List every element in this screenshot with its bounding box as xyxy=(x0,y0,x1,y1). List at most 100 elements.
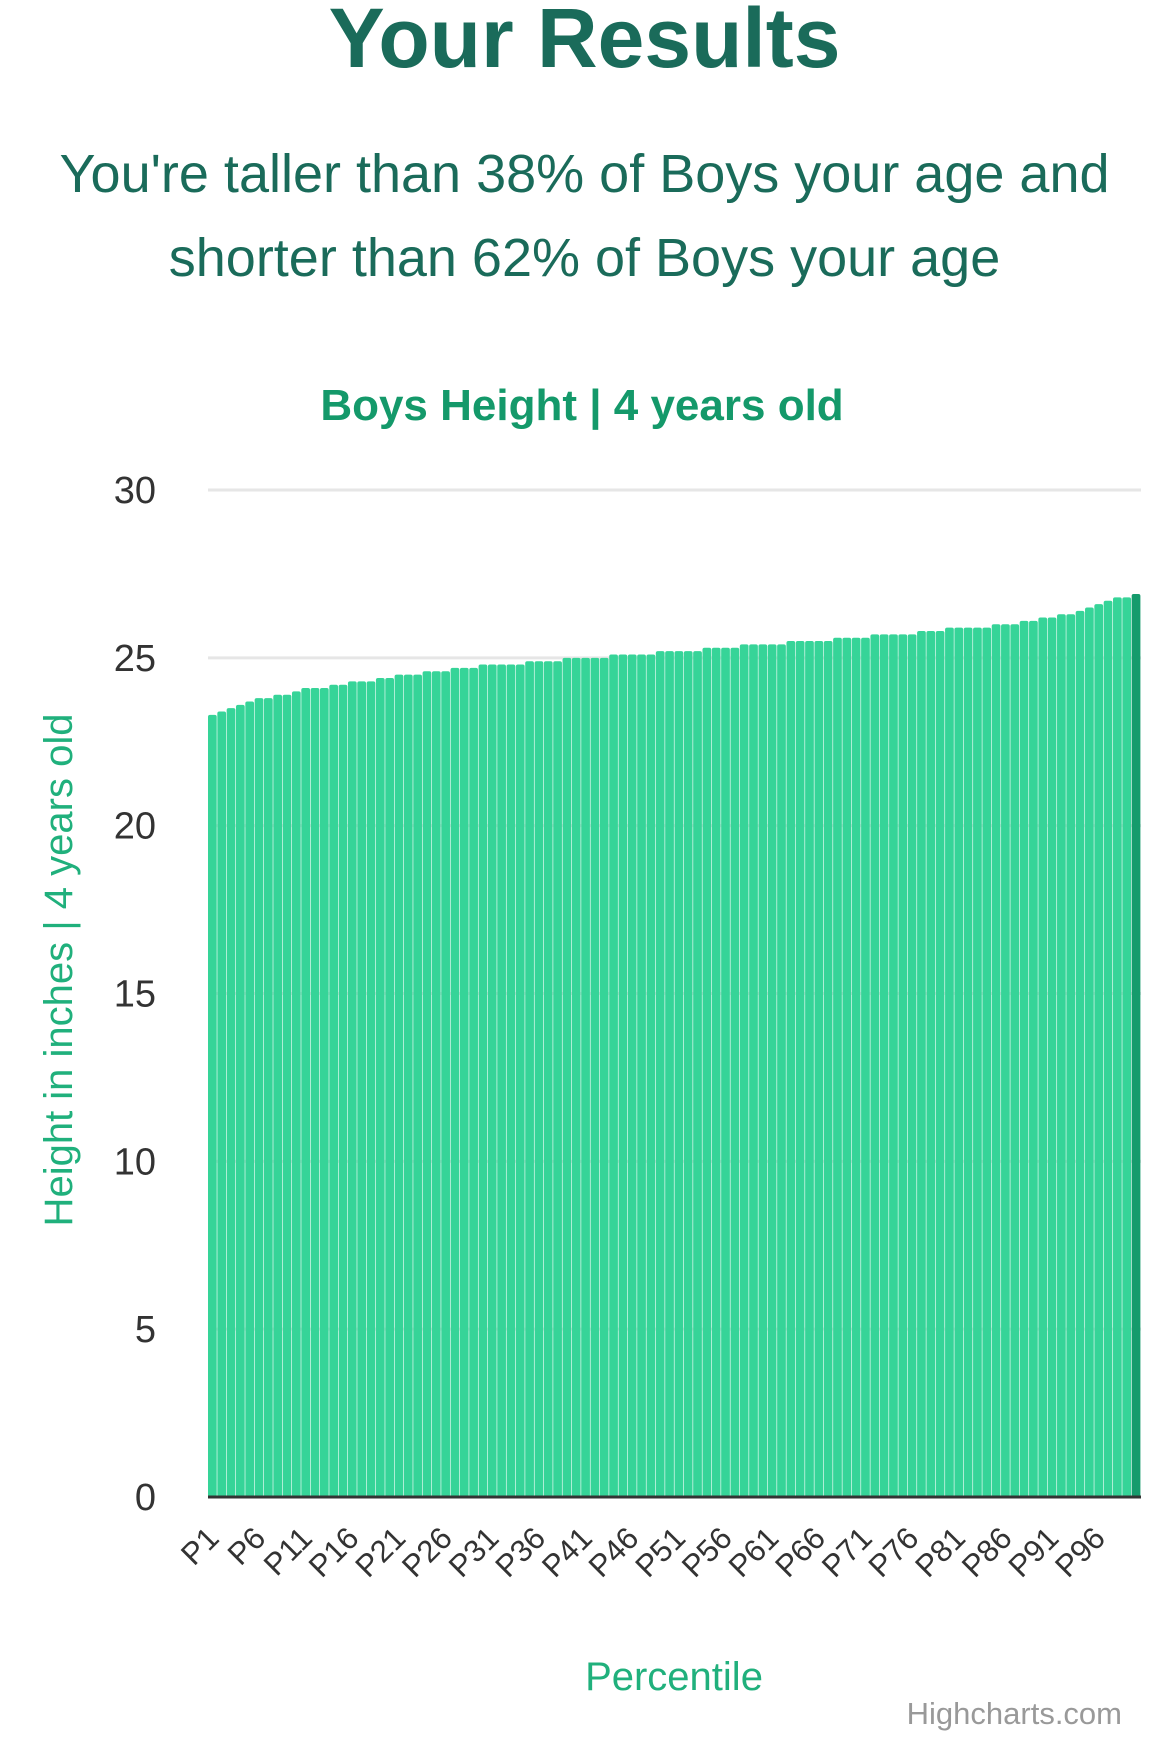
bar-p8[interactable] xyxy=(273,694,283,1497)
bar-p96[interactable] xyxy=(1094,604,1104,1497)
bar-p100[interactable] xyxy=(1131,594,1141,1497)
bar-p91[interactable] xyxy=(1047,617,1057,1497)
bar-p35[interactable] xyxy=(525,661,534,1497)
bar-p41[interactable] xyxy=(581,657,590,1497)
bar-p92[interactable] xyxy=(1057,614,1066,1497)
bar-p78[interactable] xyxy=(926,630,936,1497)
bar-p14[interactable] xyxy=(329,684,339,1497)
bar-p76[interactable] xyxy=(907,634,917,1497)
bar-p87[interactable] xyxy=(1010,624,1020,1497)
bar-p43[interactable] xyxy=(599,657,609,1497)
bar-p6[interactable] xyxy=(254,698,264,1497)
bar-p59[interactable] xyxy=(749,644,758,1497)
bar-p54[interactable] xyxy=(702,647,712,1497)
bar-p18[interactable] xyxy=(366,681,376,1497)
bar-p80[interactable] xyxy=(945,627,954,1497)
highcharts-credits[interactable]: Highcharts.com xyxy=(907,1696,1122,1731)
bar-p94[interactable] xyxy=(1075,610,1085,1497)
bar-p44[interactable] xyxy=(609,654,618,1497)
bar-p47[interactable] xyxy=(637,654,646,1497)
bar-p46[interactable] xyxy=(627,654,637,1497)
bar-p97[interactable] xyxy=(1103,600,1113,1497)
bar-p81[interactable] xyxy=(954,627,964,1497)
bar-p7[interactable] xyxy=(263,698,273,1497)
bar-p57[interactable] xyxy=(730,647,740,1497)
bar-p73[interactable] xyxy=(879,634,889,1497)
bar-p3[interactable] xyxy=(226,708,236,1497)
bar-p90[interactable] xyxy=(1038,617,1048,1497)
bar-p83[interactable] xyxy=(973,627,982,1497)
bar-p49[interactable] xyxy=(655,651,665,1497)
bar-p84[interactable] xyxy=(982,627,992,1497)
bar-p86[interactable] xyxy=(1001,624,1010,1497)
bar-p75[interactable] xyxy=(898,634,908,1497)
bar-p79[interactable] xyxy=(935,630,945,1497)
bar-p34[interactable] xyxy=(515,664,525,1497)
bar-p12[interactable] xyxy=(310,688,320,1497)
bar-p20[interactable] xyxy=(385,677,394,1497)
bar-p65[interactable] xyxy=(805,641,814,1497)
bar-p69[interactable] xyxy=(842,637,852,1497)
bar-p17[interactable] xyxy=(357,681,367,1497)
bar-p88[interactable] xyxy=(1019,620,1029,1497)
bar-p23[interactable] xyxy=(413,674,422,1497)
bar-p63[interactable] xyxy=(786,641,796,1497)
bar-p55[interactable] xyxy=(711,647,721,1497)
bar-p10[interactable] xyxy=(291,691,301,1497)
bar-p27[interactable] xyxy=(450,667,460,1497)
bar-p1[interactable] xyxy=(208,714,217,1497)
bar-p61[interactable] xyxy=(767,644,777,1497)
bar-p40[interactable] xyxy=(571,657,581,1497)
bar-p82[interactable] xyxy=(963,627,973,1497)
bar-p24[interactable] xyxy=(422,671,432,1497)
bar-p25[interactable] xyxy=(431,671,441,1497)
bar-p16[interactable] xyxy=(347,681,357,1497)
bar-p32[interactable] xyxy=(497,664,506,1497)
bar-p39[interactable] xyxy=(562,657,572,1497)
bar-p36[interactable] xyxy=(534,661,544,1497)
bar-p99[interactable] xyxy=(1122,597,1132,1497)
bar-p77[interactable] xyxy=(917,630,926,1497)
bar-p13[interactable] xyxy=(319,688,329,1497)
bar-p45[interactable] xyxy=(618,654,628,1497)
bar-p5[interactable] xyxy=(245,701,255,1497)
bar-p71[interactable] xyxy=(861,637,870,1497)
bar-p19[interactable] xyxy=(375,677,385,1497)
bar-p28[interactable] xyxy=(459,667,469,1497)
bar-p53[interactable] xyxy=(693,651,702,1497)
bar-p93[interactable] xyxy=(1066,614,1076,1497)
bar-p67[interactable] xyxy=(823,641,833,1497)
bar-p52[interactable] xyxy=(683,651,693,1497)
bar-p21[interactable] xyxy=(394,674,404,1497)
bar-p72[interactable] xyxy=(870,634,880,1497)
bar-p58[interactable] xyxy=(739,644,749,1497)
bar-p48[interactable] xyxy=(646,654,656,1497)
bar-p95[interactable] xyxy=(1085,607,1094,1497)
bar-p4[interactable] xyxy=(235,704,245,1497)
bar-p98[interactable] xyxy=(1113,597,1122,1497)
bar-p64[interactable] xyxy=(795,641,805,1497)
bar-p56[interactable] xyxy=(721,647,730,1497)
bar-p38[interactable] xyxy=(553,661,562,1497)
bar-p2[interactable] xyxy=(217,711,227,1497)
bar-p30[interactable] xyxy=(478,664,488,1497)
bar-p42[interactable] xyxy=(590,657,600,1497)
bar-p15[interactable] xyxy=(338,684,348,1497)
bar-p33[interactable] xyxy=(506,664,516,1497)
bar-p9[interactable] xyxy=(282,694,292,1497)
bar-p66[interactable] xyxy=(814,641,824,1497)
bar-p22[interactable] xyxy=(403,674,413,1497)
bar-p89[interactable] xyxy=(1029,620,1038,1497)
bar-p50[interactable] xyxy=(665,651,674,1497)
bar-p60[interactable] xyxy=(758,644,768,1497)
bar-p31[interactable] xyxy=(487,664,497,1497)
bar-p26[interactable] xyxy=(441,671,450,1497)
bar-p70[interactable] xyxy=(851,637,861,1497)
bar-p85[interactable] xyxy=(991,624,1001,1497)
bar-p37[interactable] xyxy=(543,661,553,1497)
bar-p74[interactable] xyxy=(889,634,898,1497)
bar-p29[interactable] xyxy=(469,667,478,1497)
bar-p51[interactable] xyxy=(674,651,684,1497)
bar-p11[interactable] xyxy=(301,688,311,1497)
bar-p68[interactable] xyxy=(833,637,842,1497)
